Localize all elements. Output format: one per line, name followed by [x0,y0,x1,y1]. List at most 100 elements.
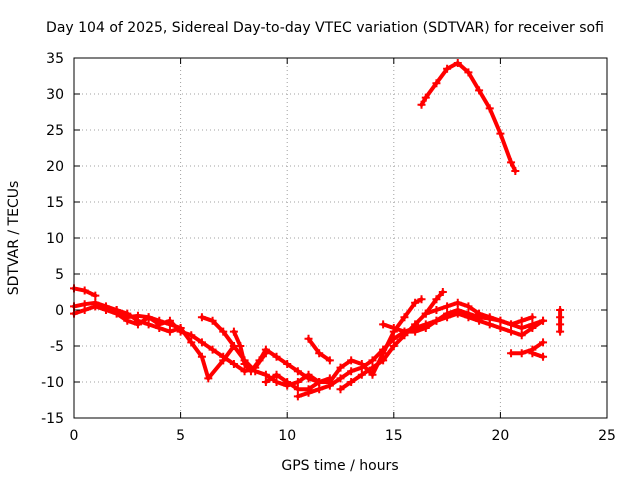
data-point [400,313,409,322]
data-point [155,324,164,332]
data-point [304,388,313,397]
series-arc-n [507,338,548,358]
data-point [272,352,281,361]
axis-ticks: 0 5 10 15 20 25 -15 -10 -5 0 5 10 15 20 25 30 35 [41,51,616,444]
series-arc-q [417,59,520,176]
series-arc-j [325,295,426,386]
series-arc-h [304,334,334,365]
data-point [315,378,324,386]
data-point [255,356,264,365]
data-point [464,313,473,322]
data-point [379,320,388,329]
data-point [411,298,420,307]
y-tick-label: -5 [50,339,64,355]
data-point [261,345,270,354]
data-point [556,306,565,314]
series-arc-f [229,327,334,386]
data-point [528,349,537,358]
data-point [80,286,89,295]
data-point [197,313,206,322]
data-point [187,338,196,347]
data-point [304,374,313,383]
data-point [464,302,473,311]
grid [74,58,607,418]
data-point [432,316,441,325]
y-tick-label: 25 [46,123,64,139]
data-point [165,316,174,325]
data-point [336,363,345,372]
series-arc-b [70,298,238,383]
data-point [165,327,174,336]
data-point [475,316,484,325]
data-point [475,309,484,318]
data-point [507,320,516,329]
data-point [432,295,441,304]
y-tick-label: 20 [46,159,64,175]
series-arc-d [112,306,185,336]
data-point [496,316,505,325]
data-point [336,385,345,394]
y-tick-label: 5 [55,267,64,283]
data-point [325,356,334,365]
data-point [315,385,324,394]
x-tick-label: 25 [598,428,616,444]
data-point [197,338,206,347]
data-point [389,342,398,350]
series-line [72,300,236,381]
data-point [261,378,270,386]
y-tick-label: 15 [46,195,64,211]
y-tick-label: 0 [55,303,64,319]
series-arc-p [556,306,565,336]
data-point [485,320,494,329]
data-point [261,370,270,379]
data-point [556,327,565,336]
data-point [293,367,302,376]
data-point [368,363,377,372]
data-point [539,316,548,325]
series-line [231,329,332,384]
y-axis-label: SDTVAR / TECUs [6,181,22,296]
series-line [263,372,322,392]
data-point [496,129,505,138]
data-point [496,324,505,332]
data-point [368,356,377,365]
data-point [112,306,121,314]
data-point [315,349,324,358]
data-point [246,367,255,376]
data-point [443,64,452,73]
data-point [517,331,526,340]
data-point [485,104,494,113]
data-point [304,334,313,343]
data-point [219,327,228,336]
data-point [421,93,430,102]
data-point [411,320,420,329]
data-point [453,309,462,318]
data-point [507,158,516,167]
series-group [70,59,565,401]
series-arc-c [70,302,270,376]
data-point [336,374,345,383]
data-point [204,374,213,383]
data-point [511,167,520,176]
x-axis-label: GPS time / hours [281,458,398,474]
data-point [229,360,238,368]
data-point [517,349,526,358]
data-point [507,327,516,336]
series-line [381,311,545,338]
series-line [327,297,424,384]
data-point [475,86,484,95]
data-point [283,360,292,368]
data-point [293,378,302,386]
data-point [133,316,142,325]
data-point [417,295,426,304]
data-point [240,360,249,368]
data-point [187,331,196,340]
data-point [432,306,441,314]
data-point [272,378,281,386]
data-point [357,360,366,368]
data-point [517,316,526,325]
data-point [208,345,217,354]
data-point [464,68,473,77]
data-point [411,327,420,336]
